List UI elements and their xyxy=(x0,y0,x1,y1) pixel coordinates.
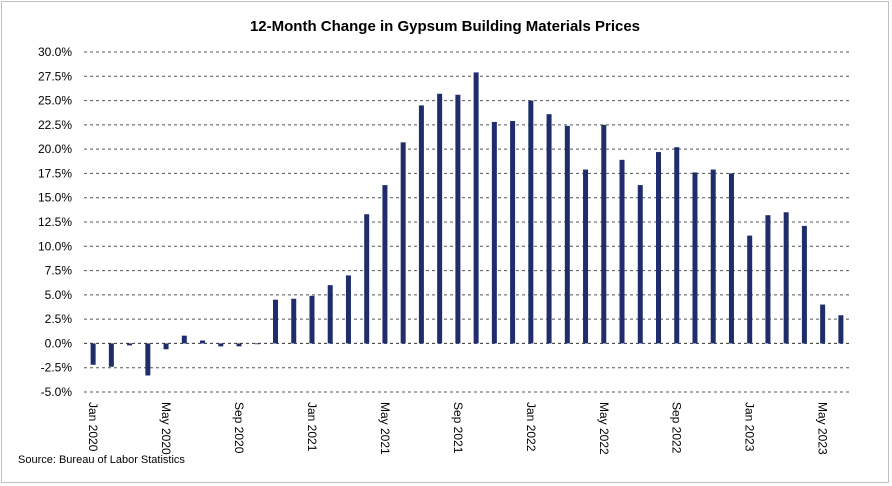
bar xyxy=(382,185,388,344)
bar xyxy=(710,169,716,344)
y-tick-label: 5.0% xyxy=(45,288,73,302)
bar xyxy=(254,343,260,345)
y-tick-label: 22.5% xyxy=(38,118,72,132)
bar xyxy=(692,172,698,344)
bar xyxy=(564,125,570,344)
x-tick-label: May 2023 xyxy=(816,402,830,455)
bar xyxy=(765,215,771,344)
bar xyxy=(783,212,789,344)
bar xyxy=(200,340,206,344)
bars xyxy=(90,72,844,376)
bar xyxy=(364,214,370,344)
x-tick-label: May 2022 xyxy=(597,402,611,455)
bar xyxy=(820,304,826,344)
y-tick-label: 0.0% xyxy=(45,336,73,350)
bar xyxy=(218,343,224,347)
bar xyxy=(601,124,607,344)
bar xyxy=(455,94,461,344)
source-note: Source: Bureau of Labor Statistics xyxy=(18,454,185,466)
y-tick-label: 25.0% xyxy=(38,94,72,108)
bar xyxy=(801,225,807,344)
bar xyxy=(181,335,187,344)
x-tick-label: May 2021 xyxy=(378,402,392,455)
x-tick-label: Jan 2020 xyxy=(86,402,100,452)
y-tick-label: 17.5% xyxy=(38,166,72,180)
bar xyxy=(619,159,625,344)
y-tick-label: 27.5% xyxy=(38,69,72,83)
bar xyxy=(236,343,242,347)
bar xyxy=(546,114,552,344)
x-tick-label: Jan 2021 xyxy=(305,402,319,452)
bar xyxy=(491,121,497,344)
bar xyxy=(327,285,333,344)
y-tick-label: 20.0% xyxy=(38,142,72,156)
y-tick-label: 2.5% xyxy=(45,312,73,326)
x-tick-label: May 2020 xyxy=(159,402,173,455)
bar xyxy=(473,72,479,344)
bar xyxy=(400,142,406,344)
y-tick-label: 15.0% xyxy=(38,191,72,205)
bar xyxy=(145,343,151,376)
bar xyxy=(437,93,443,344)
bar xyxy=(418,105,424,344)
bar xyxy=(309,295,315,344)
bar xyxy=(345,275,351,344)
y-tick-label: 10.0% xyxy=(38,239,72,253)
bar xyxy=(528,100,534,344)
x-tick-label: Jan 2022 xyxy=(524,402,538,452)
axes: -5.0% -2.5% 0.0% 2.5% 5.0% 7.5% 10.0% 12.5% 15.0… xyxy=(38,45,830,455)
x-tick-label: Jan 2023 xyxy=(743,402,757,452)
bar xyxy=(127,343,133,346)
bar xyxy=(838,315,844,344)
y-tick-label: -2.5% xyxy=(41,361,73,375)
bar xyxy=(656,152,661,344)
bar xyxy=(674,147,680,344)
bar xyxy=(510,120,516,344)
bar xyxy=(637,185,643,344)
y-tick-label: -5.0% xyxy=(41,385,73,399)
bar xyxy=(273,299,278,344)
gridlines xyxy=(84,51,850,393)
x-tick-label: Sep 2021 xyxy=(451,402,465,454)
chart-title: 12-Month Change in Gypsum Building Mater… xyxy=(250,18,640,35)
bar xyxy=(583,169,589,344)
bar xyxy=(108,343,114,367)
y-tick-label: 7.5% xyxy=(45,264,73,278)
bar xyxy=(747,235,753,344)
bar xyxy=(728,173,734,344)
y-tick-label: 30.0% xyxy=(38,45,72,59)
x-tick-label: Sep 2020 xyxy=(232,402,246,454)
bar xyxy=(291,298,297,344)
bar xyxy=(163,343,169,350)
bar xyxy=(90,343,96,365)
y-tick-label: 12.5% xyxy=(38,215,72,229)
x-tick-label: Sep 2022 xyxy=(670,402,684,454)
